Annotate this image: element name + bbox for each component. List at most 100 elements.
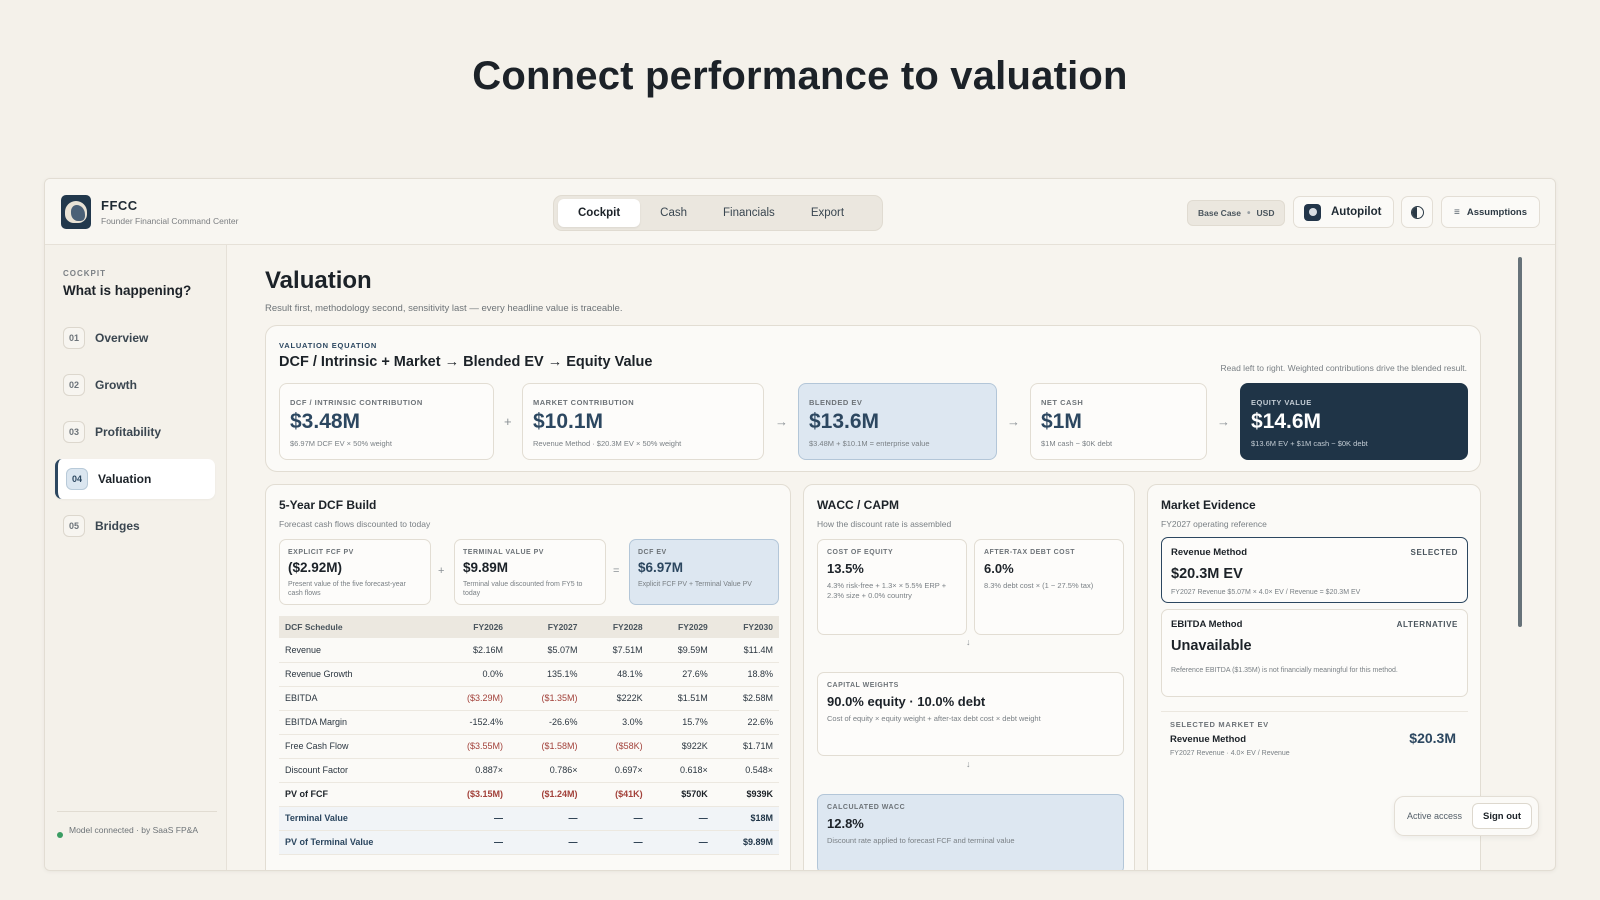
logo-icon — [61, 195, 91, 229]
table-cell: $7.51M — [583, 638, 649, 663]
sidebar-item-bridges[interactable]: 05 Bridges — [55, 506, 215, 546]
cost-of-equity-box: COST OF EQUITY 13.5% 4.3% risk-free + 1.… — [817, 539, 967, 635]
table-cell: — — [509, 830, 584, 855]
box-label: EQUITY VALUE — [1251, 398, 1312, 407]
sidebar-item-label: Valuation — [98, 472, 152, 486]
market-subtitle: FY2027 operating reference — [1161, 519, 1267, 529]
table-cell: 18.8% — [713, 662, 779, 687]
table-row: PV of FCF ($3.15M) ($1.24M) ($41K) $570K… — [279, 782, 779, 807]
box-footnote: $6.97M DCF EV × 50% weight — [290, 439, 392, 448]
box-label: AFTER-TAX DEBT COST — [984, 549, 1076, 556]
assumptions-button[interactable]: ≡ Assumptions — [1441, 196, 1541, 228]
sidebar-item-profitability[interactable]: 03 Profitability — [55, 412, 215, 452]
nav-tabs: Cockpit Cash Financials Export — [553, 195, 883, 231]
wacc-title: WACC / CAPM — [817, 498, 899, 512]
sidebar-item-number: 03 — [63, 421, 85, 443]
tab-cockpit[interactable]: Cockpit — [558, 199, 641, 227]
mini-value: $6.97M — [638, 560, 684, 575]
dcf-ev-box: DCF EV $6.97M Explicit FCF PV + Terminal… — [629, 539, 779, 605]
explicit-fcf-pv-box: EXPLICIT FCF PV ($2.92M) Present value o… — [279, 539, 431, 605]
session-pill: Active access Sign out — [1394, 796, 1540, 836]
mini-label: DCF EV — [638, 549, 667, 556]
sidebar-item-growth[interactable]: 02 Growth — [55, 365, 215, 405]
wacc-subtitle: How the discount rate is assembled — [817, 519, 952, 529]
selected-ev-method: Revenue Method — [1170, 734, 1247, 745]
sidebar-item-label: Growth — [95, 378, 137, 392]
box-value: 6.0% — [984, 561, 1014, 576]
tab-cash[interactable]: Cash — [660, 207, 688, 219]
table-cell: 3.0% — [583, 710, 649, 735]
box-footnote: $1M cash − $0K debt — [1041, 439, 1113, 448]
brand[interactable]: FFCC Founder Financial Command Center — [61, 195, 238, 229]
sidebar-item-overview[interactable]: 01 Overview — [55, 318, 215, 358]
table-cell: — — [648, 830, 714, 855]
plus-operator: + — [438, 565, 445, 577]
row-label: Terminal Value — [279, 806, 435, 831]
mini-value: ($2.92M) — [288, 560, 343, 575]
row-label: PV of FCF — [279, 782, 435, 807]
table-cell: $222K — [583, 686, 649, 711]
market-evidence-card: Market Evidence FY2027 operating referen… — [1147, 484, 1481, 870]
table-header-row: DCF Schedule FY2026 FY2027 FY2028 FY2029… — [279, 616, 779, 638]
arrow-operator: → — [775, 414, 788, 429]
theme-toggle-button[interactable] — [1401, 196, 1433, 228]
scenario-label: Base Case — [1198, 208, 1242, 218]
row-label: Revenue — [279, 638, 435, 663]
table-row: EBITDA Margin -152.4% -26.6% 3.0% 15.7% … — [279, 710, 779, 735]
table-cell: $939K — [713, 782, 779, 807]
sign-out-button[interactable]: Sign out — [1472, 803, 1533, 829]
box-label: NET CASH — [1041, 398, 1084, 407]
sidebar-item-label: Overview — [95, 331, 149, 345]
sidebar-item-valuation[interactable]: 04 Valuation — [55, 459, 215, 499]
dcf-schedule-table: DCF Schedule FY2026 FY2027 FY2028 FY2029… — [279, 616, 779, 855]
table-cell: ($3.29M) — [434, 686, 510, 711]
equation-note: Read left to right. Weighted contributio… — [1220, 363, 1468, 373]
selected-ev-label: SELECTED MARKET EV — [1170, 720, 1269, 729]
column-header: DCF Schedule — [279, 616, 435, 638]
arrow-operator: → — [1007, 414, 1020, 429]
revenue-method-option[interactable]: Revenue Method SELECTED $20.3M EV FY2027… — [1161, 537, 1468, 603]
box-value: $13.6M — [809, 410, 880, 433]
column-header: FY2030 — [713, 616, 779, 638]
table-cell: $2.16M — [434, 638, 510, 663]
table-row: Revenue Growth 0.0% 135.1% 48.1% 27.6% 1… — [279, 662, 779, 687]
tab-export[interactable]: Export — [810, 207, 845, 219]
method-footnote: Reference EBITDA ($1.35M) is not financi… — [1171, 667, 1398, 674]
table-cell: — — [434, 830, 510, 855]
access-status: Active access — [1407, 811, 1463, 821]
separator-dot: • — [1247, 207, 1251, 219]
column-header: FY2028 — [583, 616, 649, 638]
scrollbar[interactable] — [1518, 257, 1522, 627]
mini-footnote: Present value of the five forecast-year … — [288, 581, 406, 598]
connection-status-icon — [57, 832, 63, 838]
equation-title: DCF / Intrinsic + Market → Blended EV → … — [279, 354, 653, 370]
box-label: COST OF EQUITY — [827, 549, 894, 556]
sidebar-item-number: 04 — [66, 468, 88, 490]
column-header: FY2029 — [648, 616, 714, 638]
table-cell: ($3.55M) — [434, 734, 510, 759]
connection-status-text: Model connected · by SaaS FP&A — [69, 825, 198, 835]
autopilot-button[interactable]: Autopilot — [1293, 196, 1395, 228]
box-value: 90.0% equity · 10.0% debt — [827, 694, 986, 709]
table-row: PV of Terminal Value — — — — $9.89M — [279, 830, 779, 855]
table-cell: ($58K) — [583, 734, 649, 759]
table-cell: 135.1% — [509, 662, 584, 687]
mini-footnote: Terminal value discounted from FY5 to to… — [463, 581, 583, 598]
equals-operator: = — [613, 565, 620, 577]
tab-financials[interactable]: Financials — [723, 207, 775, 219]
contrast-icon — [1410, 205, 1424, 219]
scenario-selector[interactable]: Base Case • USD — [1187, 200, 1286, 226]
selected-badge: SELECTED — [1410, 548, 1458, 557]
box-value: $14.6M — [1251, 410, 1322, 433]
selected-ev-value: $20.3M — [1409, 730, 1456, 746]
terminal-value-pv-box: TERMINAL VALUE PV $9.89M Terminal value … — [454, 539, 606, 605]
table-cell: 0.618× — [648, 758, 714, 783]
arrow-down-icon: ↓ — [966, 759, 971, 769]
assumptions-label: Assumptions — [1466, 206, 1528, 218]
box-value: $3.48M — [290, 410, 361, 433]
box-value: 12.8% — [827, 816, 864, 831]
selected-market-ev: SELECTED MARKET EV Revenue Method FY2027… — [1161, 711, 1468, 757]
table-cell: — — [583, 806, 649, 831]
table-cell: ($1.24M) — [509, 782, 584, 807]
ebitda-method-option[interactable]: EBITDA Method ALTERNATIVE Unavailable Re… — [1161, 609, 1468, 697]
